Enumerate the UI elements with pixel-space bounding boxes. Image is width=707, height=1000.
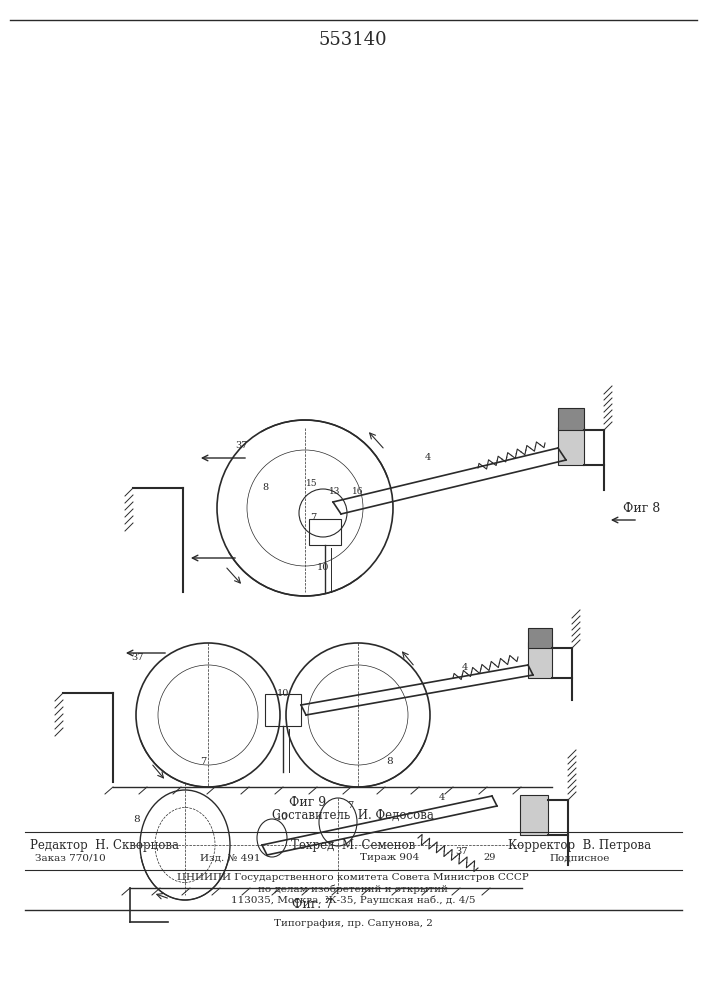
Text: 37: 37 xyxy=(456,846,468,856)
Text: 13: 13 xyxy=(329,488,341,496)
Text: 8: 8 xyxy=(134,816,140,824)
Text: Тираж 904: Тираж 904 xyxy=(361,854,420,862)
Text: Редактор  Н. Скворцова: Редактор Н. Скворцова xyxy=(30,838,180,852)
Text: Техред  М. Семенов: Техред М. Семенов xyxy=(291,838,415,852)
Text: ЦНИИПИ Государственного комитета Совета Министров СССР: ЦНИИПИ Государственного комитета Совета … xyxy=(177,874,529,882)
Text: Типография, пр. Сапунова, 2: Типография, пр. Сапунова, 2 xyxy=(274,920,433,928)
Text: Изд. № 491: Изд. № 491 xyxy=(200,854,260,862)
Text: 10: 10 xyxy=(317,564,329,572)
Text: 113035, Москва, Ж-35, Раушская наб., д. 4/5: 113035, Москва, Ж-35, Раушская наб., д. … xyxy=(230,895,475,905)
Text: Фиг 8: Фиг 8 xyxy=(624,502,660,514)
Bar xyxy=(309,519,341,545)
Text: 7: 7 xyxy=(310,514,316,522)
Text: 37: 37 xyxy=(235,442,248,450)
Text: 4: 4 xyxy=(462,662,468,672)
Text: 37: 37 xyxy=(132,654,144,662)
Text: 4: 4 xyxy=(439,794,445,802)
Text: 8: 8 xyxy=(387,758,393,766)
Text: 16: 16 xyxy=(352,488,363,496)
Text: Подписное: Подписное xyxy=(550,854,610,862)
Text: Корректор  В. Петрова: Корректор В. Петрова xyxy=(508,838,652,852)
Text: 10: 10 xyxy=(277,688,289,698)
Text: 29: 29 xyxy=(484,854,496,862)
Text: Фиг 9: Фиг 9 xyxy=(289,796,327,808)
Text: 7: 7 xyxy=(347,802,353,810)
Text: 8: 8 xyxy=(262,484,268,492)
Bar xyxy=(528,628,552,648)
Text: 15: 15 xyxy=(306,480,318,488)
Text: 10: 10 xyxy=(276,812,288,822)
Bar xyxy=(558,408,584,430)
Text: Составитель  И. Федосова: Составитель И. Федосова xyxy=(272,808,434,822)
Text: Фиг. 7: Фиг. 7 xyxy=(291,898,332,912)
Bar xyxy=(265,694,301,726)
Bar xyxy=(520,795,548,835)
Text: 4: 4 xyxy=(425,454,431,462)
Text: Заказ 770/10: Заказ 770/10 xyxy=(35,854,105,862)
Bar xyxy=(558,427,584,465)
Text: по делам изобретений и открытий: по делам изобретений и открытий xyxy=(258,884,448,894)
Bar xyxy=(528,642,552,678)
Text: 553140: 553140 xyxy=(319,31,387,49)
Text: 7: 7 xyxy=(200,758,206,766)
